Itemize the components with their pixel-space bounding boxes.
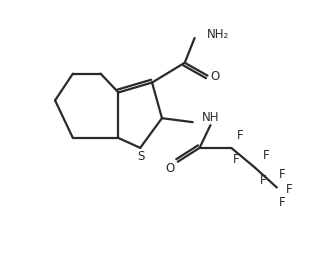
Text: O: O [211, 70, 220, 83]
Text: S: S [138, 150, 145, 163]
Text: F: F [278, 196, 285, 209]
Text: O: O [165, 162, 174, 175]
Text: F: F [286, 183, 293, 196]
Text: F: F [233, 153, 240, 166]
Text: F: F [260, 174, 266, 187]
Text: F: F [262, 149, 269, 162]
Text: F: F [278, 168, 285, 181]
Text: NH: NH [202, 111, 219, 124]
Text: NH₂: NH₂ [206, 28, 229, 41]
Text: F: F [237, 130, 243, 143]
